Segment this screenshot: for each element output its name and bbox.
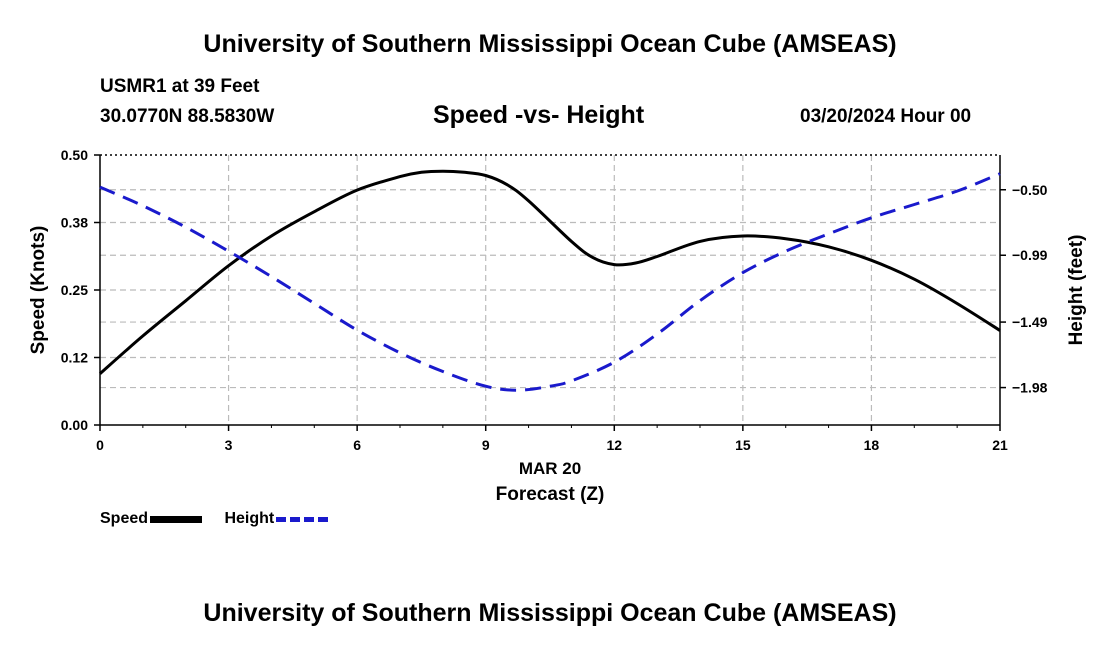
legend: Speed Height (100, 510, 346, 528)
legend-height-swatch (276, 516, 329, 522)
height-series-line (99, 172, 1001, 392)
legend-speed-label: Speed (100, 510, 149, 527)
x-tick-label-7: 21 (992, 437, 1008, 453)
y2-tick-label-1: −0.99 (1012, 247, 1048, 263)
y-tick-label-3: 0.38 (61, 215, 88, 231)
x-axis-title: Forecast (Z) (496, 484, 605, 505)
y-tick-label-0: 0.00 (61, 417, 88, 433)
x-tick-label-0: 0 (96, 437, 104, 453)
x-tick-label-4: 12 (606, 437, 622, 453)
y2-axis-title: Height (feet) (1066, 235, 1087, 346)
chart-title: Speed -vs- Height (433, 101, 645, 129)
speed-series-line (99, 169, 1001, 375)
top-title: University of Southern Mississippi Ocean… (203, 30, 897, 58)
x-tick-label-6: 18 (864, 437, 880, 453)
x-tick-label-5: 15 (735, 437, 751, 453)
bottom-title: University of Southern Mississippi Ocean… (203, 599, 897, 627)
y-axis-title: Speed (Knots) (28, 226, 49, 355)
x-tick-label-3: 9 (482, 437, 490, 453)
y-tick-label-4: 0.50 (61, 147, 88, 163)
run-date: 03/20/2024 Hour 00 (800, 106, 972, 127)
y2-tick-label-0: −0.50 (1012, 182, 1048, 198)
legend-speed-swatch (150, 515, 203, 523)
y-tick-label-1: 0.12 (61, 350, 88, 366)
y2-tick-label-2: −1.49 (1012, 314, 1048, 330)
y2-tick-label-3: −1.98 (1012, 380, 1048, 396)
legend-height: Height (224, 510, 329, 528)
x-tick-label-1: 3 (225, 437, 233, 453)
x-tick-label-2: 6 (353, 437, 361, 453)
y-tick-label-2: 0.25 (61, 282, 88, 298)
x-axis-date-label: MAR 20 (519, 459, 581, 478)
station-label: USMR1 at 39 Feet (100, 76, 260, 97)
station-coordinates: 30.0770N 88.5830W (100, 106, 275, 127)
legend-speed: Speed (100, 510, 203, 528)
legend-height-label: Height (224, 510, 275, 527)
